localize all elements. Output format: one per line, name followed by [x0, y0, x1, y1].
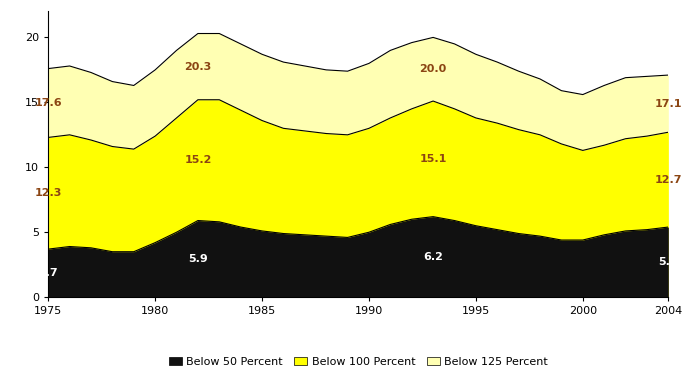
- Text: 20.0: 20.0: [420, 64, 446, 74]
- Text: 3.7: 3.7: [39, 268, 58, 278]
- Text: 15.2: 15.2: [184, 155, 212, 165]
- Text: 12.7: 12.7: [655, 174, 682, 185]
- Legend: Below 50 Percent, Below 100 Percent, Below 125 Percent: Below 50 Percent, Below 100 Percent, Bel…: [164, 353, 553, 371]
- Text: 17.1: 17.1: [655, 99, 682, 109]
- Text: 5.4: 5.4: [659, 257, 678, 267]
- Text: 12.3: 12.3: [34, 188, 62, 198]
- Text: 17.6: 17.6: [34, 98, 62, 108]
- Text: 20.3: 20.3: [184, 62, 212, 72]
- Text: 15.1: 15.1: [420, 154, 446, 164]
- Text: 6.2: 6.2: [423, 252, 443, 262]
- Text: 5.9: 5.9: [188, 254, 208, 264]
